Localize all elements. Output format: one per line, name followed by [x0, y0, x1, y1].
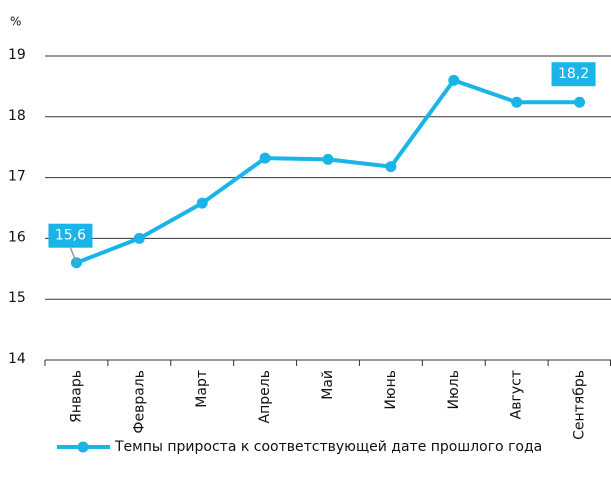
y-tick-label: 15	[8, 290, 26, 306]
value-label: 18,2	[558, 66, 589, 82]
x-tick-label: Январь	[68, 370, 84, 423]
y-tick-label: 18	[8, 108, 26, 124]
marker	[259, 152, 271, 164]
x-tick-label: Август	[509, 370, 525, 419]
legend-marker	[77, 441, 89, 453]
marker	[196, 197, 208, 209]
line	[75, 78, 580, 265]
label-connector	[69, 247, 78, 263]
x-tick-label: Май	[320, 370, 336, 400]
x-tick-label: Июнь	[383, 370, 399, 410]
value-label-box	[551, 62, 596, 87]
marker	[322, 153, 334, 165]
x-tick-label: Июль	[446, 370, 462, 409]
marker	[574, 96, 586, 108]
y-tick-label: 19	[8, 47, 26, 63]
value-label-box	[48, 223, 93, 248]
legend-label: Темпы прироста к соответствующей дате пр…	[114, 439, 542, 455]
x-tick-label: Сентябрь	[572, 370, 588, 440]
marker	[448, 74, 460, 86]
y-tick-label: 16	[8, 229, 26, 245]
y-axis-label: %	[10, 15, 21, 29]
x-tick-label: Февраль	[131, 370, 147, 434]
marker	[385, 161, 397, 173]
x-tick-label: Апрель	[257, 370, 273, 423]
marker	[511, 96, 523, 108]
y-tick-label: 17	[8, 169, 26, 185]
x-tick-label: Март	[194, 370, 210, 408]
y-tick-label: 14	[8, 351, 26, 367]
value-label: 15,6	[55, 228, 86, 244]
marker	[133, 232, 145, 244]
